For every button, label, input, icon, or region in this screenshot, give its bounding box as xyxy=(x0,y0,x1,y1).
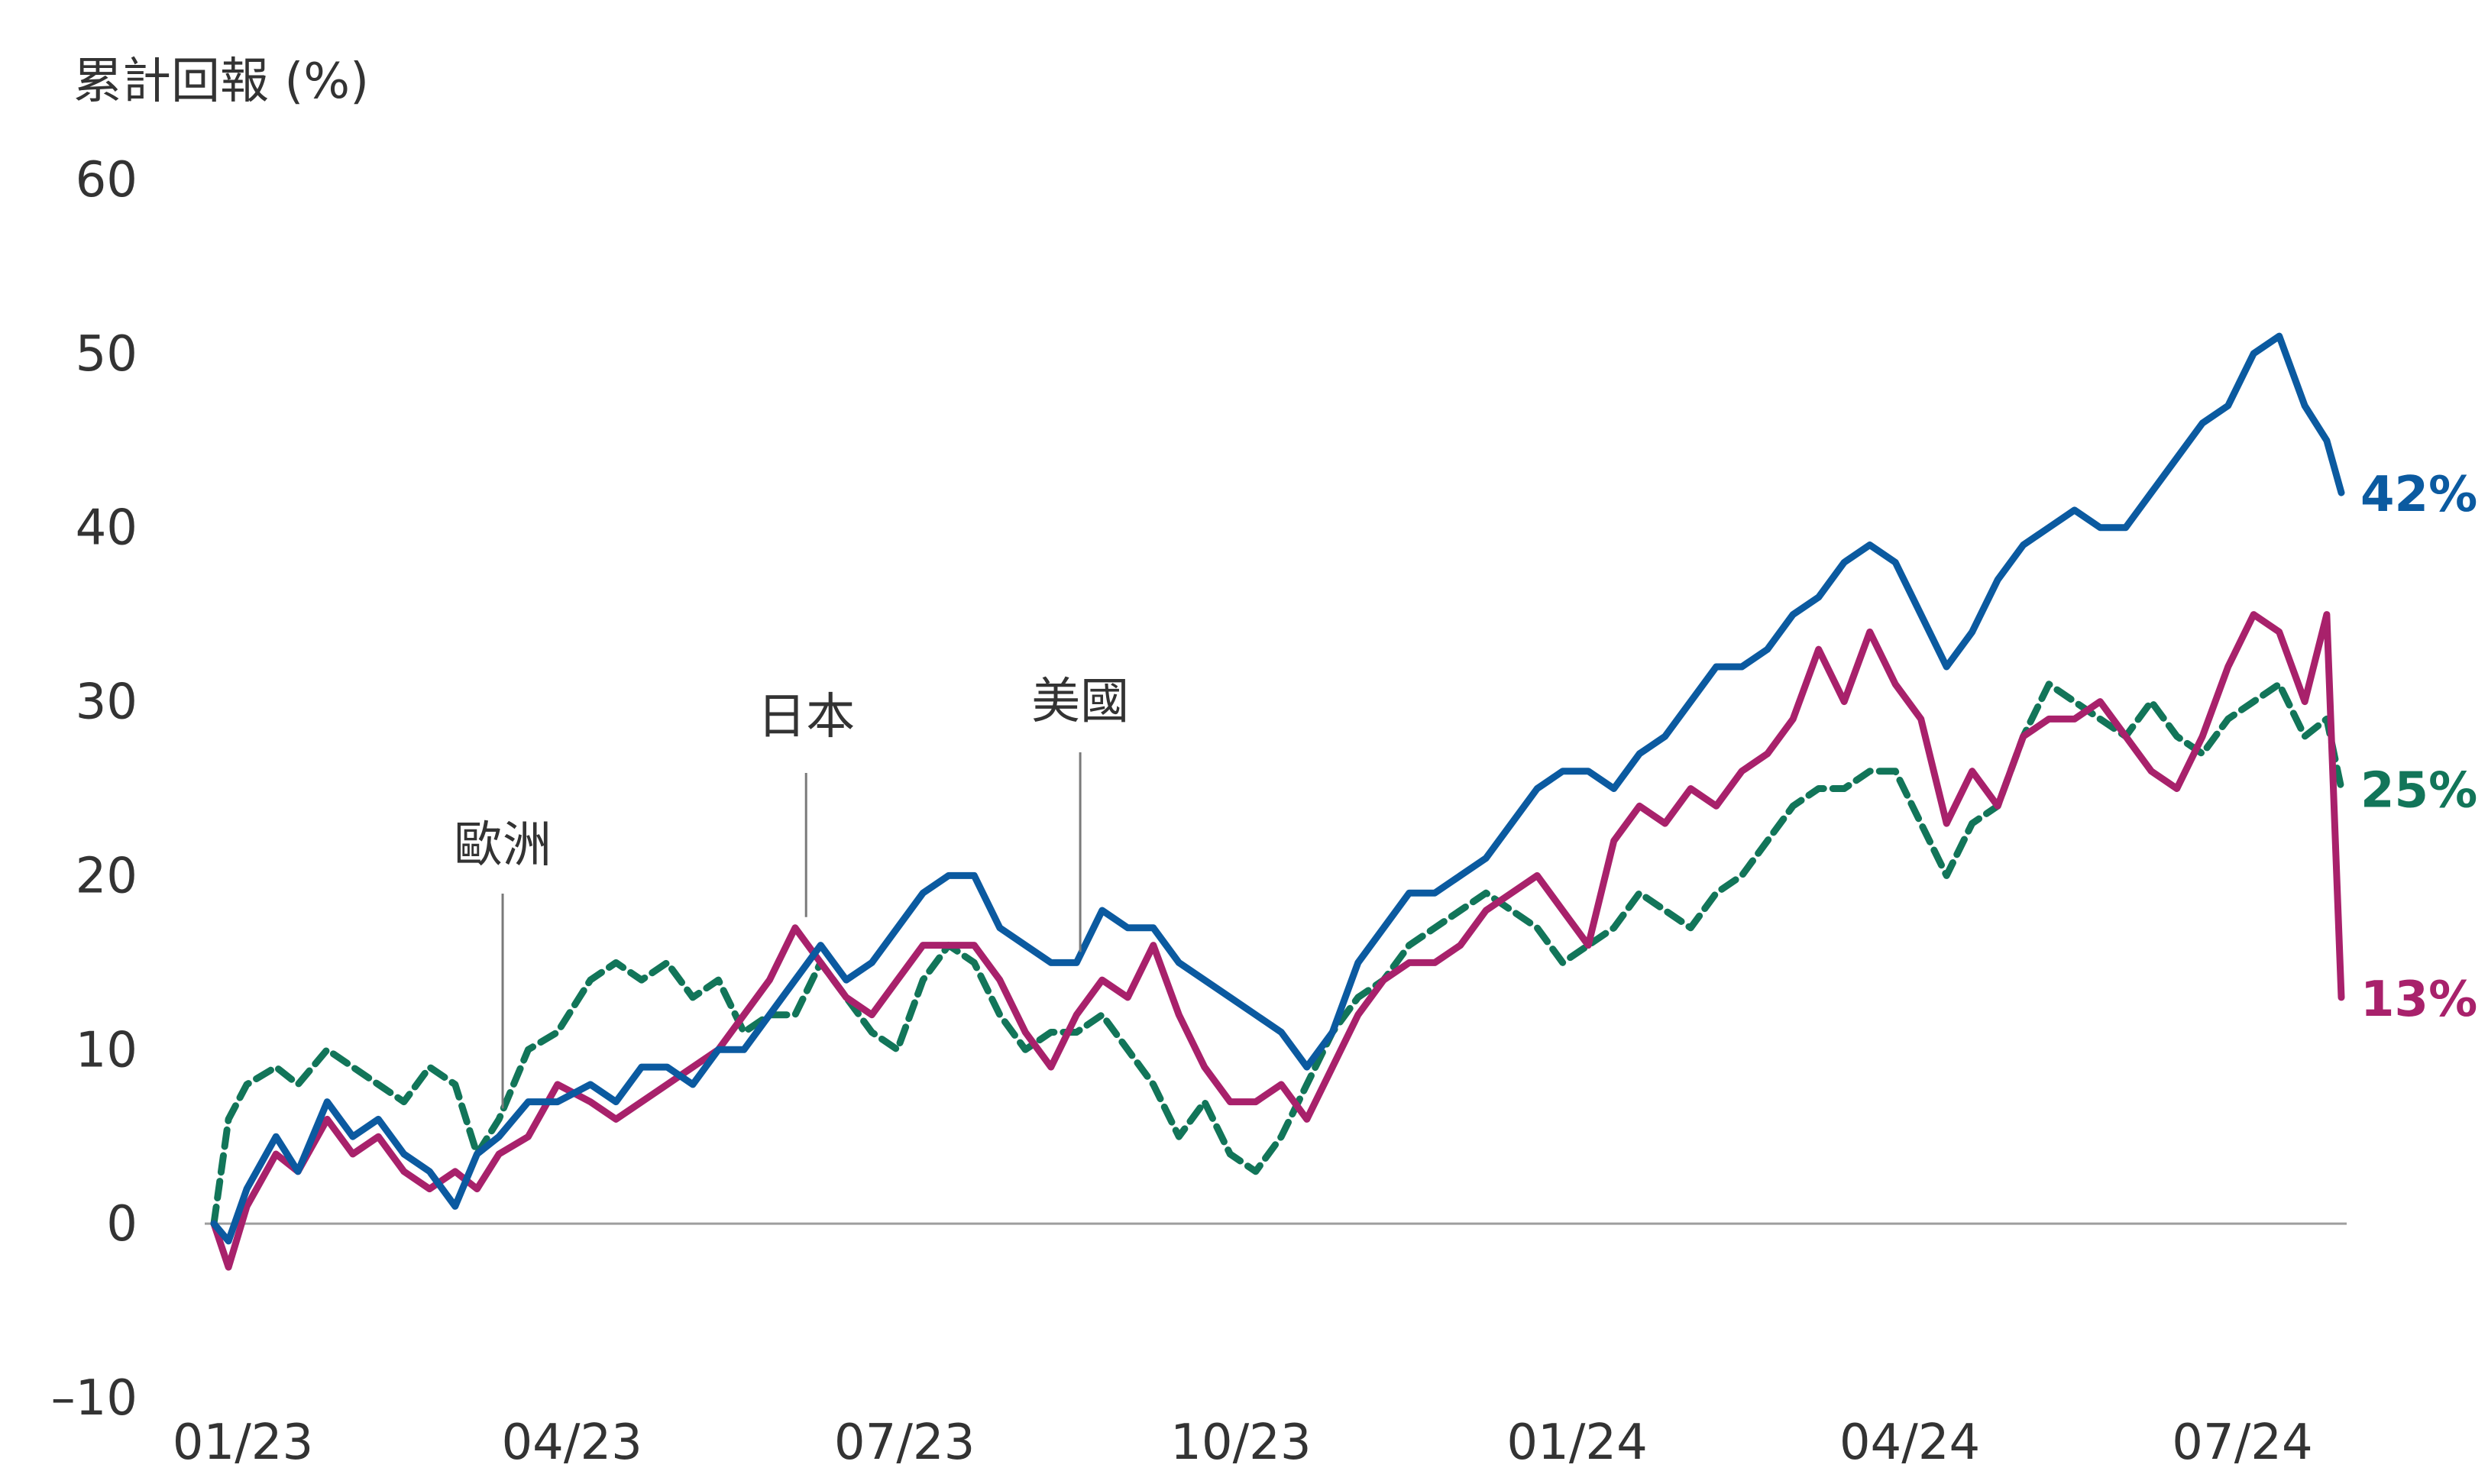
x-tick-label: 01/23 xyxy=(173,1414,313,1471)
x-tick-label: 10/23 xyxy=(1170,1414,1311,1471)
series-callout-label: 日本 xyxy=(757,689,855,745)
series-end-label: 25% xyxy=(2360,763,2477,820)
series-callout-label: 美國 xyxy=(1031,674,1129,730)
y-tick-label: 60 xyxy=(76,152,138,209)
x-tick-label: 04/23 xyxy=(501,1414,642,1471)
series-line-1 xyxy=(210,611,2345,1271)
x-axis-ticks: 01/23 04/23 07/23 10/23 01/24 04/24 07/24 xyxy=(173,1414,2313,1471)
series-callout-label: 歐洲 xyxy=(454,817,552,874)
y-tick-label: 50 xyxy=(76,326,138,383)
y-tick-label: 0 xyxy=(106,1196,138,1253)
x-tick-label: 01/24 xyxy=(1506,1414,1647,1471)
series-line-0 xyxy=(210,332,2345,1245)
series-line-2 xyxy=(210,681,2345,1227)
x-tick-label: 07/23 xyxy=(834,1414,975,1471)
x-tick-label: 07/24 xyxy=(2172,1414,2312,1471)
end-labels: 42% 13% 25% xyxy=(2360,467,2477,1028)
y-tick-label: 10 xyxy=(76,1022,138,1078)
y-tick-label: 40 xyxy=(76,500,138,557)
y-axis-title: 累計回報 (%) xyxy=(73,53,369,110)
series-layer xyxy=(210,332,2345,1271)
y-tick-label: 30 xyxy=(76,674,138,731)
callout-layer: 歐洲 日本 美國 xyxy=(454,674,1129,1109)
y-axis-ticks: 60 50 40 30 20 10 0 –10 xyxy=(51,152,138,1427)
y-tick-label: 20 xyxy=(76,848,138,904)
y-tick-label: –10 xyxy=(51,1370,138,1427)
series-end-label: 42% xyxy=(2360,467,2477,523)
x-tick-label: 04/24 xyxy=(1839,1414,1980,1471)
series-end-label: 13% xyxy=(2360,972,2477,1028)
